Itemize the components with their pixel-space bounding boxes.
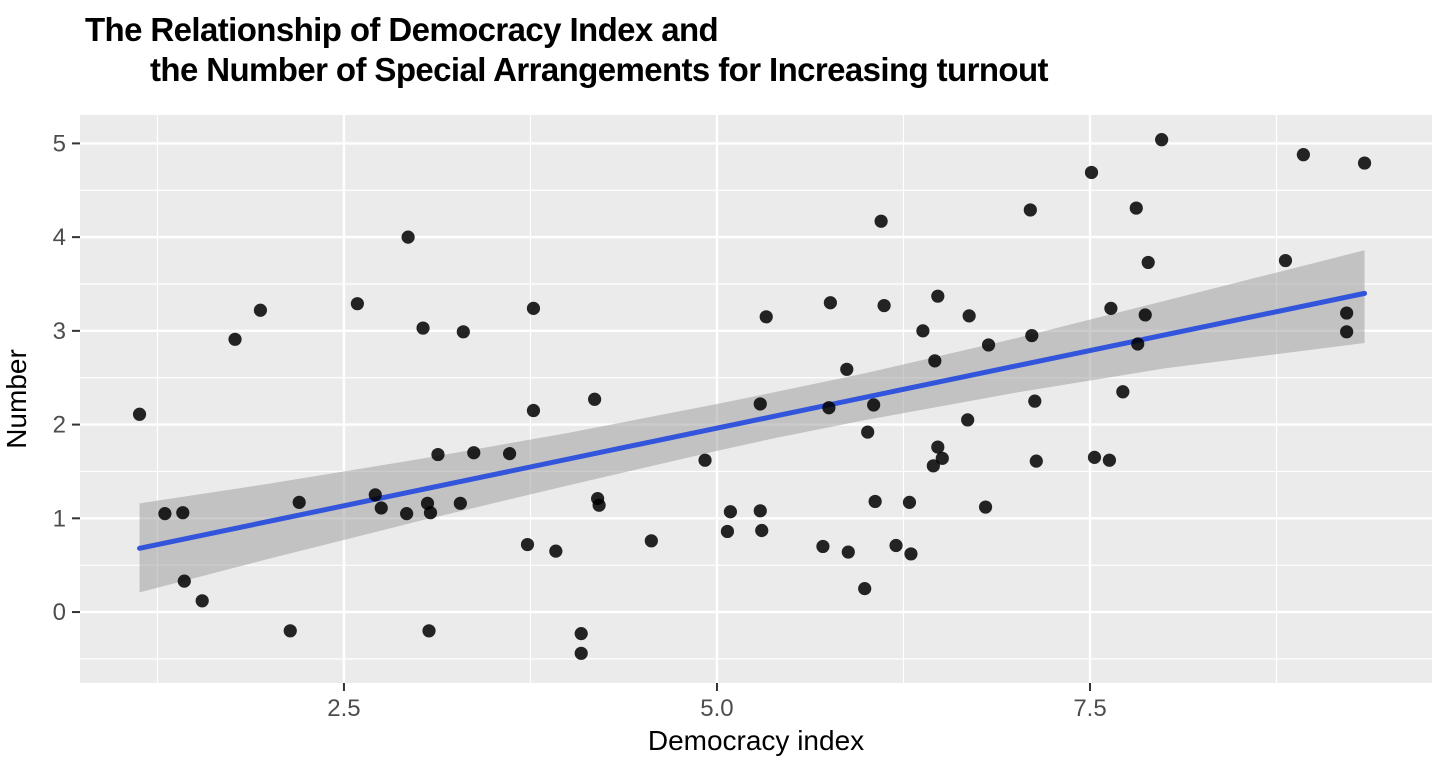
data-point [926,459,940,473]
data-point [292,495,306,509]
data-point [1104,301,1118,315]
data-point [1131,337,1145,351]
data-point [867,398,881,412]
data-point [520,537,535,552]
data-point [526,301,541,315]
data-point [753,504,767,518]
data-point [132,407,147,421]
x-tick-label: 7.5 [1073,695,1106,722]
data-point [1296,148,1310,162]
data-point [456,325,470,339]
data-point [588,392,602,406]
data-point [423,506,438,520]
data-point [1141,255,1155,270]
data-point [961,413,975,427]
data-point [176,506,190,520]
data-point [1029,454,1043,468]
data-point [374,501,388,515]
y-tick-label: 2 [53,412,66,439]
data-point [1340,306,1354,320]
data-point [823,296,837,310]
data-point [916,324,930,338]
data-point [1278,253,1293,268]
data-point [902,495,917,509]
data-point [1155,133,1169,147]
data-point [368,488,382,502]
chart-title-line2: the Number of Special Arrangements for I… [150,51,1049,88]
data-point [422,624,436,638]
data-point [861,425,875,439]
data-point [759,310,773,324]
data-point [283,624,297,638]
data-point [1116,385,1130,399]
data-point [962,309,976,323]
data-point [868,494,882,509]
y-tick-label: 1 [53,505,66,532]
data-point [526,403,541,418]
data-point [1138,308,1152,322]
data-point [195,594,209,608]
data-point [592,498,606,512]
data-point [981,338,996,352]
data-point [253,303,267,317]
data-point [1084,165,1099,180]
data-point [874,214,888,228]
data-point [574,646,588,660]
data-point [904,547,918,561]
y-tick-label: 5 [53,130,66,157]
data-point [720,524,735,539]
x-tick-label: 2.5 [327,695,360,722]
data-point [1023,203,1037,217]
data-point [1102,453,1117,467]
data-point [1025,328,1039,343]
regression-line [137,290,1368,551]
data-point [177,574,191,588]
data-point [502,447,517,461]
data-point [816,539,830,554]
data-point [453,496,467,510]
data-point [431,447,445,462]
data-point [978,500,993,514]
data-point [574,627,588,641]
y-tick-label: 0 [53,599,66,626]
x-axis-title: Democracy index [648,725,864,756]
data-point [644,534,658,548]
data-point [467,446,481,460]
data-point [877,298,891,313]
data-point [401,230,415,244]
data-point [931,440,945,454]
data-point [698,453,712,467]
y-tick-label: 3 [53,318,66,345]
plot-area: 2.5 5.0 7.5 0 1 2 3 4 5 [53,115,1432,722]
data-point [935,451,949,465]
data-point [549,544,563,558]
data-point [928,354,942,368]
data-point [755,523,769,538]
data-point [931,289,945,303]
data-point [723,505,738,519]
data-point [858,582,872,596]
data-point [753,397,767,411]
x-tick-label: 5.0 [700,695,733,722]
data-point [1028,394,1042,408]
data-point [228,332,242,346]
data-point [416,321,430,335]
data-point [822,401,836,415]
data-point [1340,325,1354,339]
data-point [158,507,172,521]
data-point [1087,450,1102,464]
data-point [1357,156,1372,170]
data-point [350,297,364,311]
chart-title-line1: The Relationship of Democracy Index and [85,11,718,48]
y-tick-label: 4 [53,224,66,251]
data-point [841,545,855,559]
y-axis-title: Number [1,349,32,449]
data-point [840,362,854,376]
data-point [400,507,414,521]
data-point [1129,201,1143,215]
data-point [889,538,903,553]
